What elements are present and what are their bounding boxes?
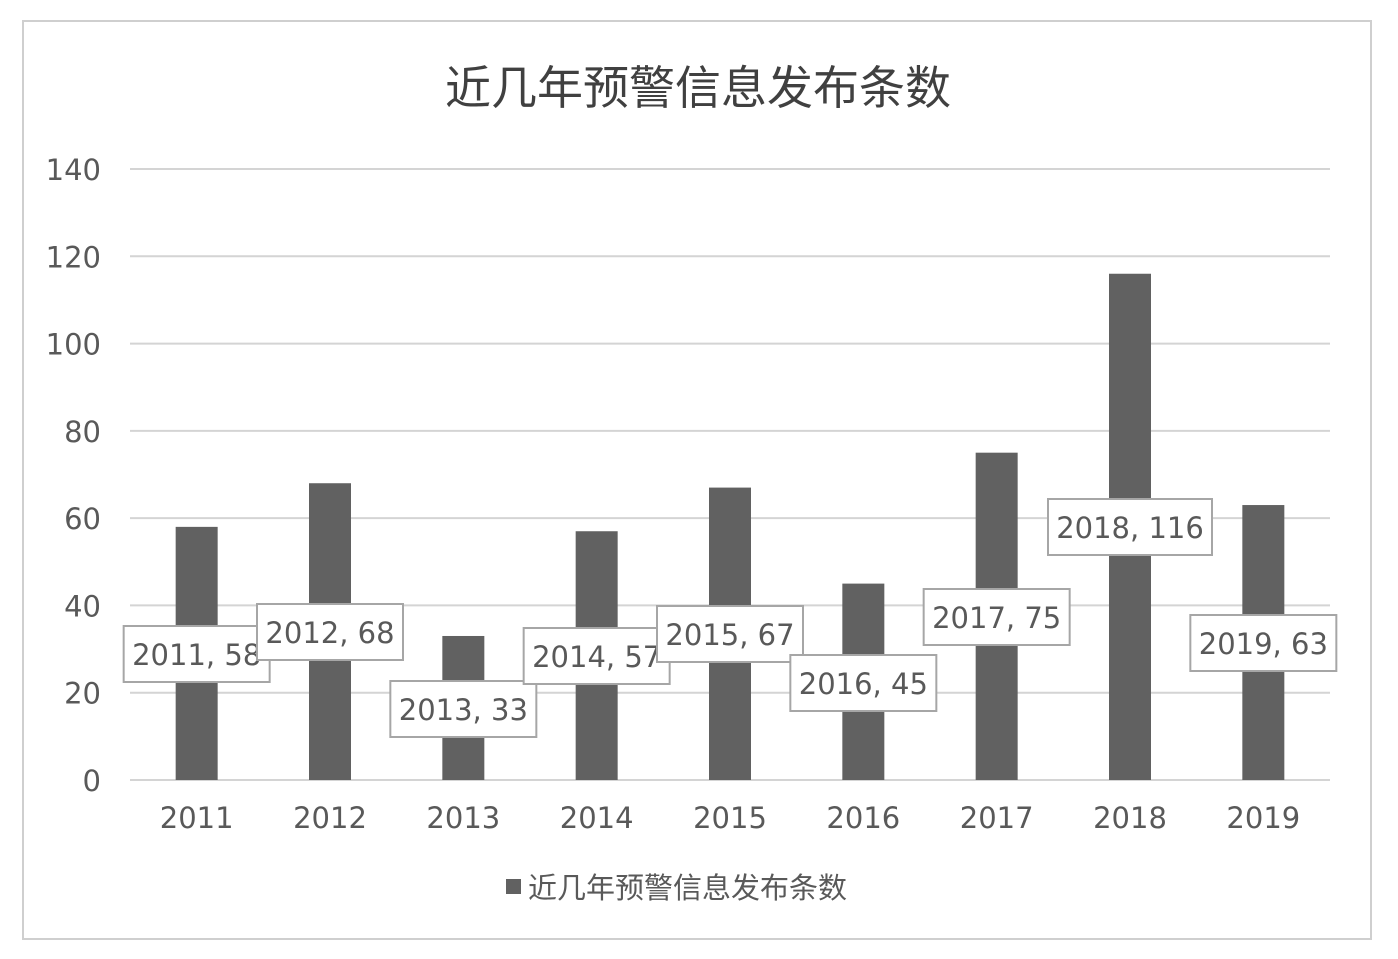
data-label: 2011, 58 — [132, 638, 261, 672]
data-label-box — [789, 654, 938, 712]
x-tick-label: 2012 — [293, 801, 367, 835]
data-label-box — [389, 680, 538, 738]
data-label-box — [1047, 498, 1213, 556]
y-tick-label: 120 — [46, 240, 101, 274]
legend-label: 近几年预警信息发布条数 — [528, 871, 847, 905]
data-label-box — [122, 625, 271, 683]
x-axis-tick-labels: 2011 2012 2013 2014 2015 2016 2017 2018 2019 — [160, 801, 1300, 835]
x-tick-label: 2017 — [960, 801, 1034, 835]
x-tick-label: 2016 — [826, 801, 900, 835]
y-axis-tick-labels: 0 20 40 60 80 100 120 140 — [46, 153, 101, 798]
x-tick-label: 2011 — [160, 801, 234, 835]
data-label-box — [656, 605, 804, 663]
x-tick-label: 2019 — [1226, 801, 1300, 835]
data-label: 2016, 45 — [799, 667, 928, 701]
data-label: 2019, 63 — [1199, 627, 1328, 661]
data-label-box — [1189, 614, 1338, 672]
data-label-box — [256, 603, 404, 661]
y-tick-label: 60 — [64, 502, 101, 536]
data-label: 2012, 68 — [265, 616, 394, 650]
legend-swatch — [506, 879, 521, 894]
y-tick-label: 40 — [64, 589, 101, 623]
data-label: 2018, 116 — [1056, 511, 1204, 545]
x-tick-label: 2014 — [560, 801, 634, 835]
data-label: 2015, 67 — [665, 618, 794, 652]
data-label: 2013, 33 — [399, 693, 528, 727]
data-label: 2014, 57 — [532, 640, 661, 674]
legend: 近几年预警信息发布条数 — [506, 871, 847, 905]
y-tick-label: 0 — [83, 764, 101, 798]
y-tick-label: 20 — [64, 677, 101, 711]
x-tick-label: 2013 — [426, 801, 500, 835]
y-tick-label: 80 — [64, 415, 101, 449]
y-tick-label: 100 — [46, 328, 101, 362]
x-tick-label: 2015 — [693, 801, 767, 835]
y-tick-label: 140 — [46, 153, 101, 187]
x-tick-label: 2018 — [1093, 801, 1167, 835]
data-label: 2017, 75 — [932, 601, 1061, 635]
chart-title: 近几年预警信息发布条数 — [445, 61, 951, 115]
data-label-box — [922, 588, 1071, 646]
